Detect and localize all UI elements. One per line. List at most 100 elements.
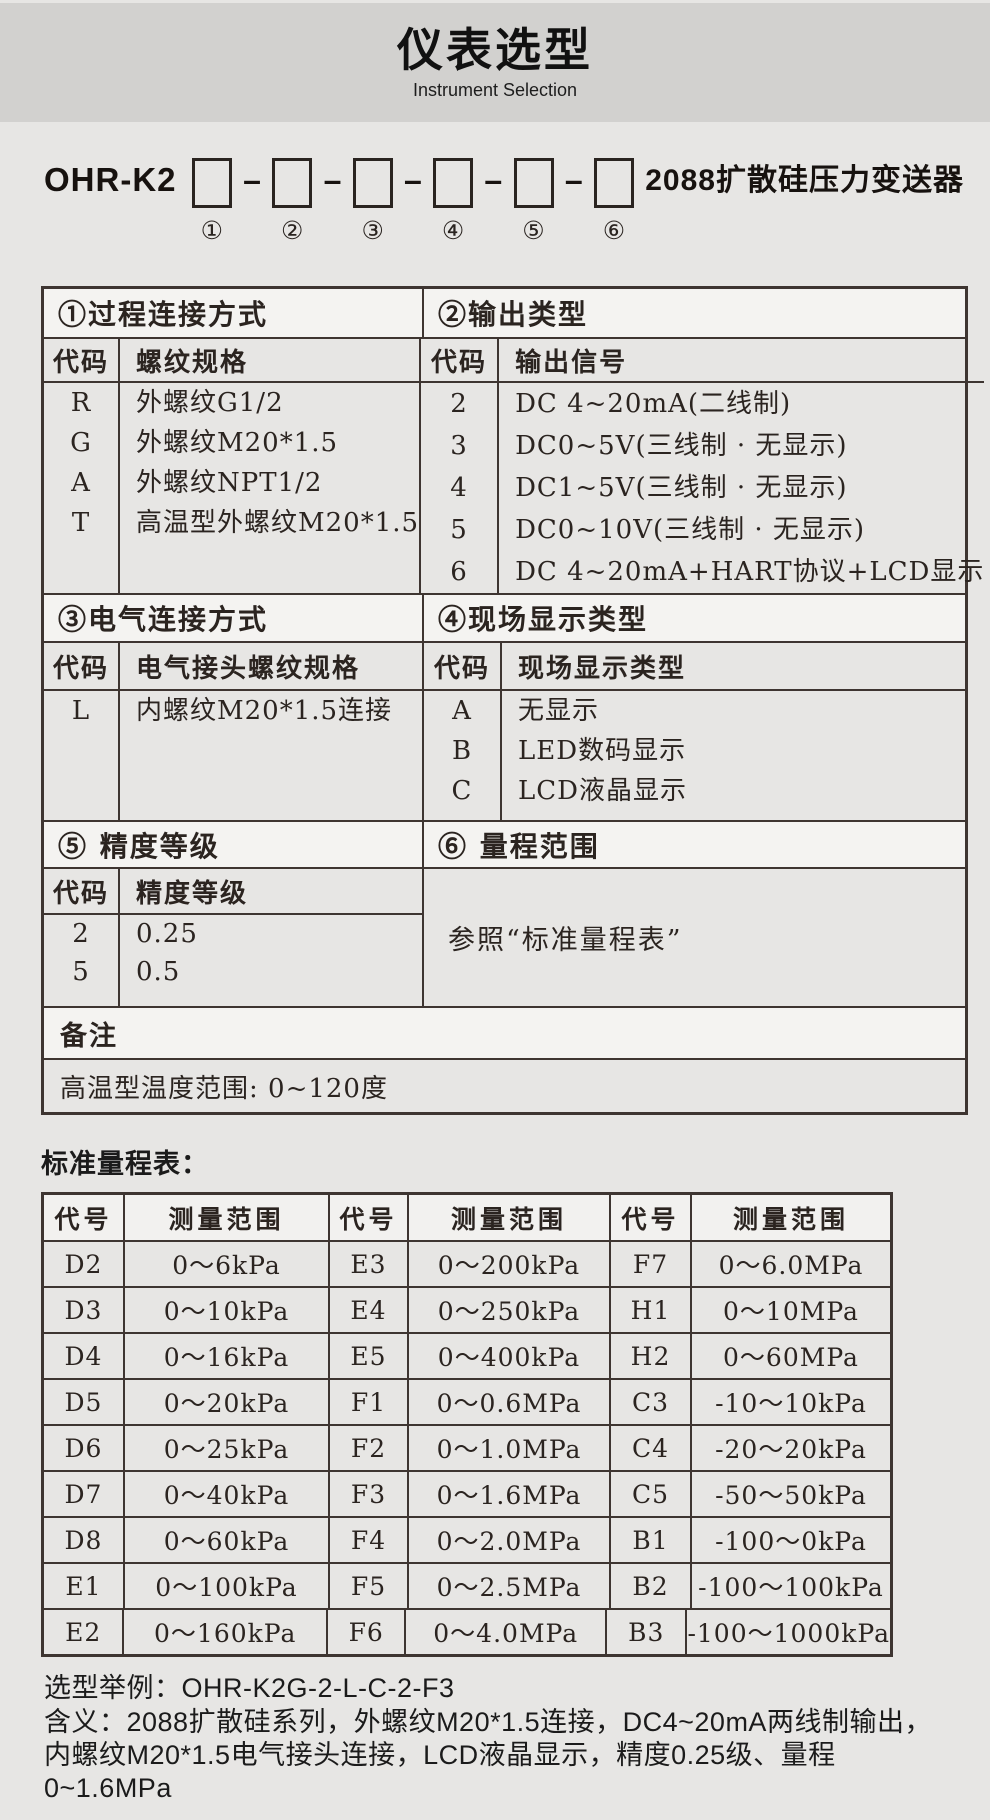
desc-value: DC1~5V(三线制 · 无显示) — [515, 473, 848, 503]
code-box-4 — [433, 158, 474, 208]
column-header: 代码 — [424, 643, 500, 691]
table-row: D3 0～10kPa E4 0～250kPa H1 0～10MPa — [44, 1286, 890, 1332]
column-header: 螺纹规格 — [120, 339, 420, 383]
code-value: L — [71, 696, 91, 726]
range-value: 0～100kPa — [123, 1564, 328, 1608]
desc-value: 无显示 — [518, 696, 600, 726]
code-value: R — [70, 388, 92, 418]
range-code: E4 — [328, 1288, 407, 1332]
range-value: 0～1.6MPa — [407, 1472, 609, 1516]
table-row: D4 0～16kPa E5 0～400kPa H2 0～60MPa — [44, 1332, 890, 1378]
column-header: 代号 — [54, 1204, 113, 1234]
range-value: 0～1.0MPa — [407, 1426, 609, 1470]
code-box-1 — [191, 158, 232, 208]
section-4-block: 代码 A B C 现场显示类型 无显示 LED数码显示 LCD液晶显示 — [422, 643, 965, 820]
desc-value: DC 4~20mA+HART协议+LCD显示 — [515, 557, 985, 587]
position-number-5: ⑤ — [522, 216, 545, 245]
position-number-3: ③ — [361, 216, 384, 245]
range-value: 0～60kPa — [123, 1518, 328, 1562]
table-row: D7 0～40kPa F3 0～1.6MPa C5 -50～50kPa — [44, 1470, 890, 1516]
range-code: H1 — [609, 1288, 690, 1332]
range-code: F2 — [328, 1426, 407, 1470]
selection-table: ①过程连接方式 ②输出类型 代码 R G A T 螺纹规格 外螺纹G1/2 外螺… — [41, 286, 985, 1115]
section-2-title: ②输出类型 — [422, 289, 965, 337]
range-value: -10～10kPa — [690, 1380, 890, 1424]
section-header-row-1-2: ①过程连接方式 ②输出类型 — [44, 289, 965, 339]
section-3-desc-column: 电气接头螺纹规格 内螺纹M20*1.5连接 — [120, 643, 422, 820]
code-value: 5 — [72, 957, 90, 987]
dash-separator: – — [484, 162, 503, 198]
section-4-title: ④现场显示类型 — [422, 595, 965, 641]
range-value: 0～6.0MPa — [690, 1242, 890, 1286]
model-code-line: OHR-K2 ① – ② – ③ – ④ – ⑤ – ⑥ 2088扩散硅压力变送… — [44, 152, 964, 244]
column-header: 输出信号 — [499, 339, 985, 383]
range-code: F3 — [328, 1472, 407, 1516]
code-value: G — [70, 428, 92, 458]
desc-value: LCD液晶显示 — [518, 776, 688, 806]
dash-separator: – — [564, 162, 583, 198]
range-code: D7 — [64, 1479, 103, 1509]
table-row: D5 0～20kPa F1 0～0.6MPa C3 -10～10kPa — [44, 1378, 890, 1424]
range-value: 0～400kPa — [407, 1334, 609, 1378]
desc-value: 外螺纹M20*1.5 — [136, 428, 339, 458]
section-header-row-5-6: ⑤ 精度等级 ⑥ 量程范围 — [44, 820, 965, 869]
model-code-slot-6: ⑥ — [593, 152, 636, 244]
code-box-2 — [272, 158, 313, 208]
range-value: -100～0kPa — [690, 1518, 890, 1562]
range-value: 0～25kPa — [123, 1426, 328, 1470]
code-value: 3 — [450, 431, 468, 461]
model-code-slot-4: ④ — [432, 152, 475, 244]
range-value: 0～0.6MPa — [407, 1380, 609, 1424]
section-5-6-body: 代码 2 5 精度等级 0.25 0.5 参照“标准量程表” — [44, 869, 965, 1006]
desc-value: 外螺纹G1/2 — [136, 388, 284, 418]
desc-value: 0.5 — [136, 957, 181, 987]
section-2-block: 代码 2 3 4 5 6 输出信号 DC 4~20mA(二线制) DC0~5V(… — [419, 339, 985, 593]
section-5-block: 代码 2 5 精度等级 0.25 0.5 — [44, 869, 422, 1006]
range-value: 0～200kPa — [407, 1242, 609, 1286]
desc-value: DC 4~20mA(二线制) — [515, 389, 792, 419]
model-code-slot-3: ③ — [351, 152, 394, 244]
code-value: B — [451, 736, 473, 766]
range-value: 0～20kPa — [123, 1380, 328, 1424]
model-series-name: 2088扩散硅压力变送器 — [645, 164, 964, 197]
column-header: 现场显示类型 — [502, 643, 965, 691]
selection-example: 选型举例：OHR-K2G-2-L-C-2-F3 含义：2088扩散硅系列，外螺纹… — [44, 1672, 954, 1806]
column-header: 测量范围 — [690, 1195, 890, 1240]
code-value: A — [71, 468, 91, 498]
code-value: 2 — [450, 389, 468, 419]
section-3-block: 代码 L 电气接头螺纹规格 内螺纹M20*1.5连接 — [44, 643, 422, 820]
section-1-block: 代码 R G A T 螺纹规格 外螺纹G1/2 外螺纹M20*1.5 外螺纹NP… — [44, 339, 420, 593]
range-code: D5 — [64, 1387, 103, 1417]
column-header: 电气接头螺纹规格 — [120, 643, 422, 691]
range-table-heading: 标准量程表： — [41, 1149, 209, 1179]
range-code: D4 — [64, 1341, 103, 1371]
desc-value: 0.25 — [136, 919, 198, 949]
range-code: D8 — [64, 1525, 103, 1555]
code-value: 6 — [450, 557, 468, 587]
table-row: D8 0～60kPa F4 0～2.0MPa B1 -100～0kPa — [44, 1516, 890, 1562]
standard-range-table: 代号 测量范围 代号 测量范围 代号 测量范围 D2 0～6kPa E3 0～2… — [41, 1192, 893, 1657]
column-header: 代号 — [609, 1195, 690, 1240]
range-value: 0～2.0MPa — [407, 1518, 609, 1562]
section-1-2-body: 代码 R G A T 螺纹规格 外螺纹G1/2 外螺纹M20*1.5 外螺纹NP… — [44, 339, 985, 593]
range-table-header-row: 代号 测量范围 代号 测量范围 代号 测量范围 — [44, 1195, 890, 1240]
code-box-5 — [513, 158, 554, 208]
range-code: B1 — [609, 1518, 690, 1562]
column-header: 代码 — [44, 339, 118, 383]
section-3-code-column: 代码 L — [44, 643, 120, 820]
desc-value: DC0~10V(三线制 · 无显示) — [515, 515, 866, 545]
code-value: 5 — [450, 515, 468, 545]
section-2-code-column: 代码 2 3 4 5 6 — [421, 339, 500, 593]
remark-text: 高温型温度范围: 0~120度 — [60, 1073, 388, 1104]
section-3-4-body: 代码 L 电气接头螺纹规格 内螺纹M20*1.5连接 代码 A B C 现场显示… — [44, 643, 965, 820]
column-header: 测量范围 — [123, 1195, 328, 1240]
range-code: B3 — [605, 1610, 685, 1654]
range-code: E2 — [65, 1617, 102, 1647]
range-code: D2 — [64, 1249, 103, 1279]
desc-value: LED数码显示 — [518, 736, 687, 766]
position-number-4: ④ — [441, 216, 465, 245]
column-header: 测量范围 — [407, 1195, 609, 1240]
code-box-6 — [593, 158, 634, 208]
position-number-1: ① — [200, 216, 224, 245]
range-code: E3 — [328, 1242, 407, 1286]
